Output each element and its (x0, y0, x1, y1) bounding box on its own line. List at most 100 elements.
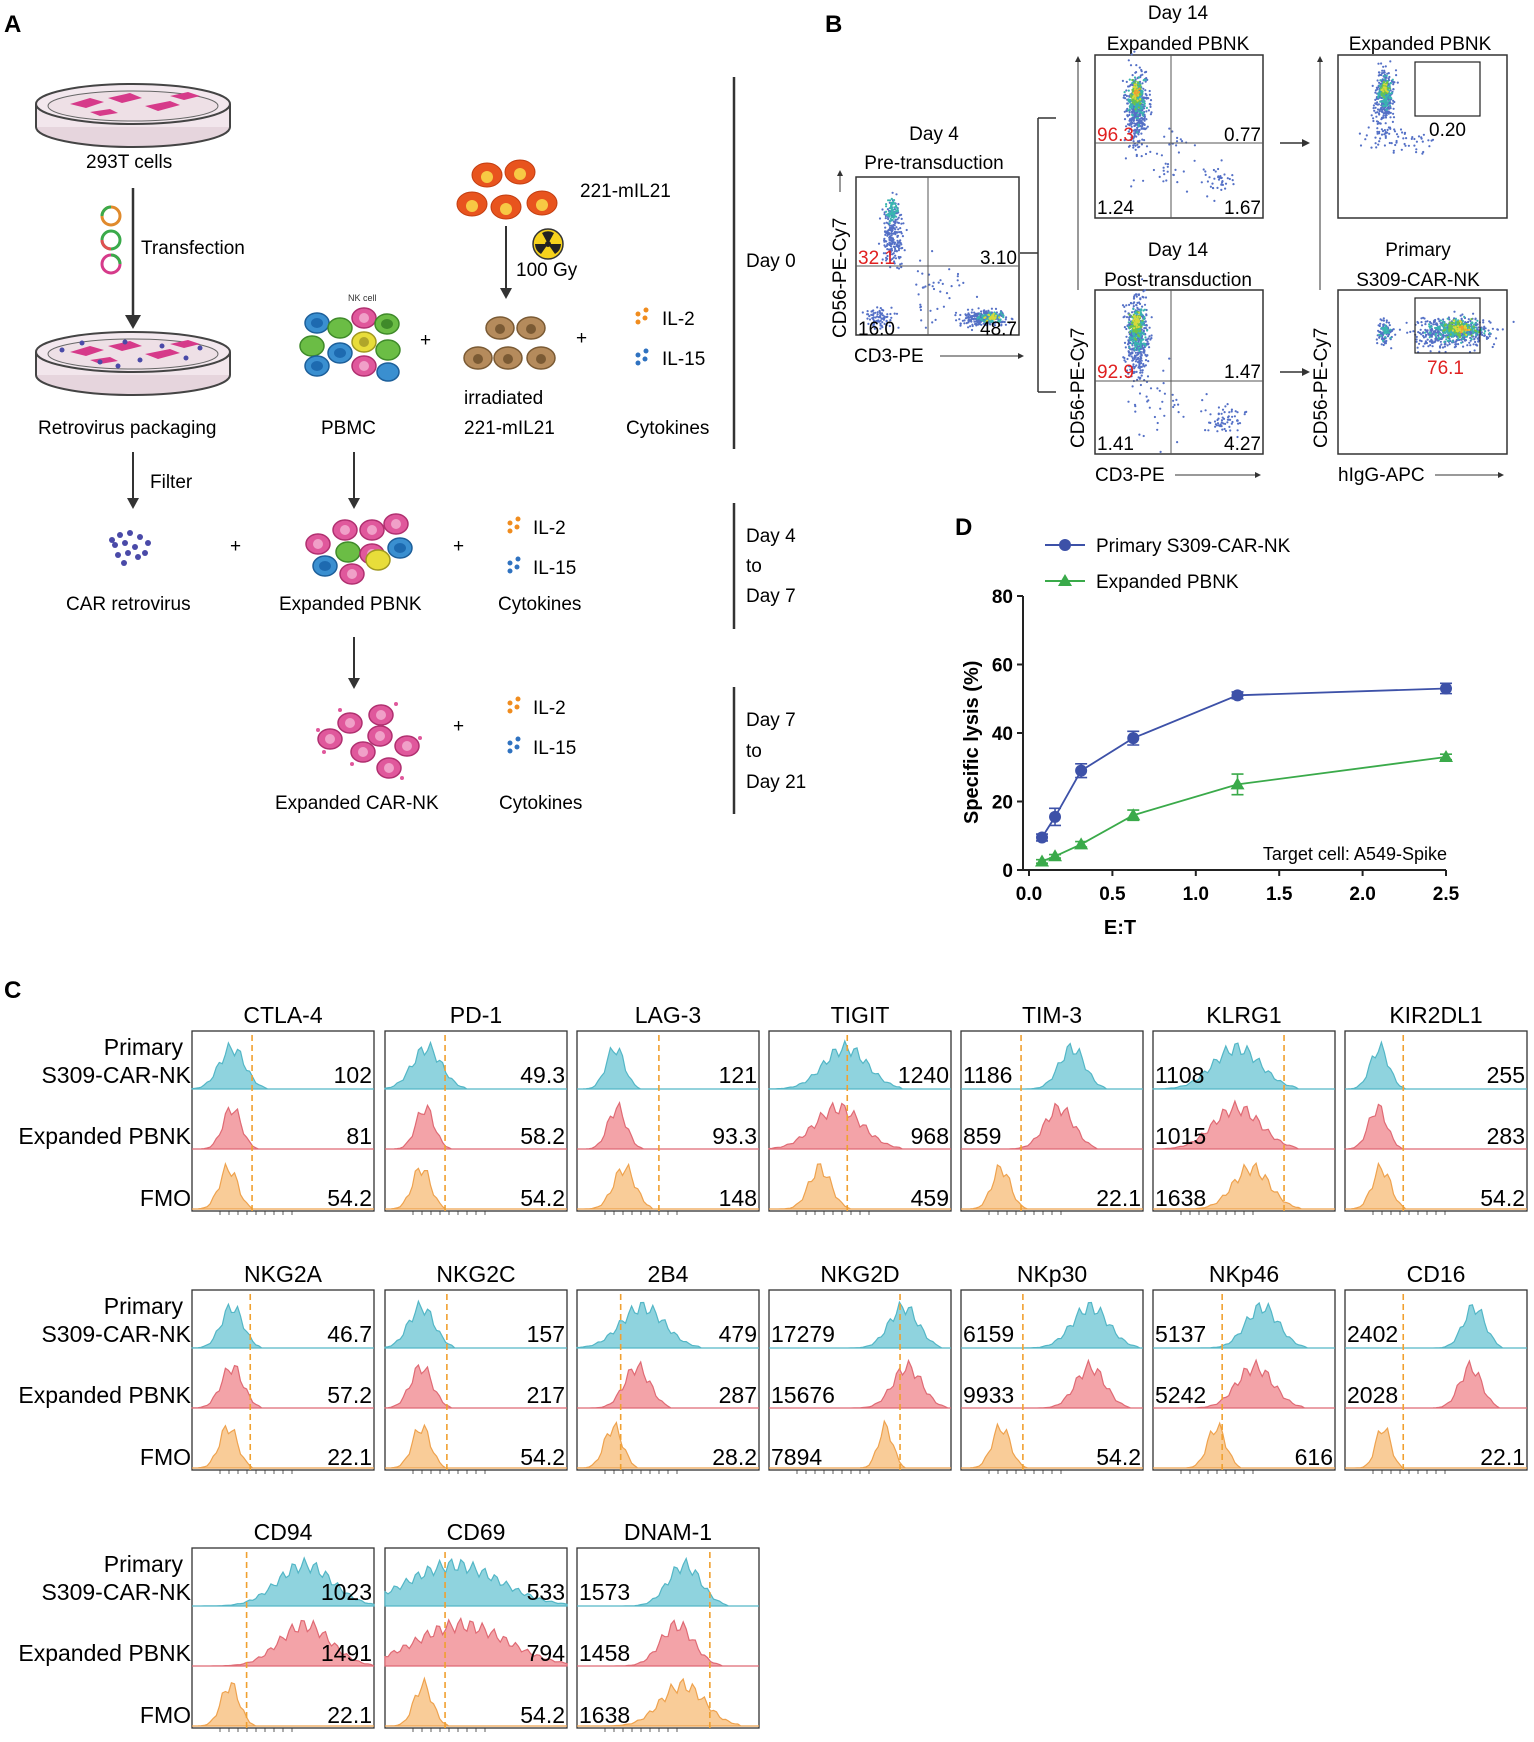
label-il2-1: IL-2 (662, 309, 695, 330)
plasmid-icon (100, 205, 122, 275)
c-label-fmo: FMO (140, 1444, 191, 1470)
label-dose: 100 Gy (516, 260, 578, 281)
b1-q-ll: 16.0 (858, 319, 895, 340)
histogram-title: TIM-3 (1022, 1002, 1082, 1028)
c-label-expanded: Expanded PBNK (18, 1640, 191, 1666)
legend-marker (1059, 539, 1071, 551)
data-point (1075, 764, 1088, 777)
histogram-curve (192, 1556, 375, 1607)
histogram-value-fmo: 459 (911, 1185, 949, 1211)
label-day21: Day 21 (746, 772, 806, 793)
histogram-value-expanded: 217 (527, 1382, 565, 1408)
histogram-value-expanded: 1491 (321, 1640, 372, 1666)
x-tick-label: 1.0 (1183, 884, 1209, 905)
il15-icon-2 (507, 556, 521, 574)
b2-q-lr: 1.67 (1224, 198, 1261, 219)
histogram-value-fmo: 616 (1295, 1444, 1333, 1470)
histogram-title: 2B4 (648, 1261, 689, 1287)
histogram-value-fmo: 28.2 (712, 1444, 757, 1470)
histogram-panel: DNAM-1 1573 1458 1638 (576, 1519, 760, 1732)
label-expanded-pbnk: Expanded PBNK (279, 594, 422, 615)
label-cytokines-3: Cytokines (499, 793, 582, 814)
x-tick-label: 0.5 (1099, 884, 1126, 905)
y-tick-label: 60 (992, 656, 1013, 677)
il2-icon-2 (507, 516, 521, 534)
b5-ylabel: CD56-PE-Cy7 (1311, 328, 1332, 448)
histogram-panel: KLRG1 1108 1015 1638 (1152, 1002, 1336, 1215)
data-point (1048, 849, 1063, 862)
x-tick-label: 1.5 (1266, 884, 1293, 905)
histogram-value-primary: 5137 (1155, 1321, 1206, 1347)
histogram-title: CD69 (447, 1519, 506, 1545)
b3-q-lr: 4.27 (1224, 434, 1261, 455)
series-1 (1035, 749, 1453, 867)
b4-gate-value: 0.20 (1429, 120, 1466, 141)
label-pbmc: PBMC (321, 418, 376, 439)
y-tick-label: 20 (992, 793, 1013, 814)
histogram-value-fmo: 54.2 (520, 1702, 565, 1728)
histogram-value-fmo: 7894 (771, 1444, 822, 1470)
b4-plot-frame (1337, 54, 1508, 219)
histogram-value-expanded: 81 (346, 1123, 372, 1149)
histogram-title: CTLA-4 (243, 1002, 322, 1028)
data-point (1049, 810, 1062, 823)
b4-title: Expanded PBNK (1349, 34, 1492, 55)
label-cytokines-2: Cytokines (498, 594, 581, 615)
b3-q-ul: 92.9 (1097, 362, 1134, 383)
histogram-curve (1345, 1161, 1527, 1210)
histogram-title: KLRG1 (1206, 1002, 1281, 1028)
histogram-curve (769, 1163, 951, 1210)
histogram-panel: PD-1 49.3 58.2 54.2 (384, 1002, 568, 1215)
series-0 (1036, 682, 1452, 844)
b1-ylabel: CD56-PE-Cy7 (830, 218, 851, 338)
histogram-panel: TIGIT 1240 968 459 (768, 1002, 952, 1215)
histogram-curve (769, 1419, 951, 1469)
histogram-title: CD16 (1407, 1261, 1466, 1287)
label-to-1: to (746, 556, 762, 577)
b3-q-ur: 1.47 (1224, 362, 1261, 383)
label-il2-3: IL-2 (533, 698, 566, 719)
histogram-frame (768, 1289, 952, 1471)
il15-icon-3 (507, 736, 521, 754)
histogram-value-expanded: 5242 (1155, 1382, 1206, 1408)
histogram-value-expanded: 287 (719, 1382, 757, 1408)
histogram-value-primary: 6159 (963, 1321, 1014, 1347)
histogram-value-expanded: 283 (1487, 1123, 1525, 1149)
label-filter: Filter (150, 472, 193, 493)
b5-title1: Primary (1385, 240, 1451, 261)
histogram-panel: LAG-3 121 93.3 148 (576, 1002, 760, 1215)
b4-dots (1358, 60, 1435, 155)
label-day7a: Day 7 (746, 586, 796, 607)
histogram-panel: NKp46 5137 5242 616 (1152, 1261, 1336, 1474)
histogram-value-expanded: 794 (527, 1640, 566, 1666)
histogram-value-primary: 1108 (1155, 1062, 1204, 1088)
data-point (1126, 808, 1141, 821)
b5-plot-frame (1337, 289, 1508, 455)
d-xlabel: E:T (1104, 917, 1136, 939)
panel-b: Day 4 Pre-transduction 32.1 3.10 16.0 48… (830, 3, 1515, 486)
data-point (1127, 732, 1140, 745)
panel-d: Primary S309-CAR-NK Expanded PBNK 0 20 40 60… (961, 536, 1460, 939)
b2-q-ur: 0.77 (1224, 125, 1261, 146)
label-irradiated-1: irradiated (464, 388, 543, 409)
label-il15-2: IL-15 (533, 558, 576, 579)
histogram-value-primary: 479 (719, 1321, 757, 1347)
irradiated-cells-icon (463, 316, 556, 370)
histogram-frame (960, 1289, 1144, 1471)
panel-a: 293T cells Transfection (35, 77, 806, 814)
b5-dots (1375, 310, 1515, 354)
b1-xlabel: CD3-PE (854, 346, 924, 367)
b2-title1: Day 14 (1148, 3, 1209, 24)
b5-title2: S309-CAR-NK (1356, 270, 1480, 291)
histogram-curve (577, 1162, 759, 1210)
y-tick-label: 0 (1002, 861, 1013, 882)
histogram-value-expanded: 968 (911, 1123, 949, 1149)
histogram-title: LAG-3 (635, 1002, 701, 1028)
expanded-car-nk-icon (316, 702, 422, 780)
histogram-value-expanded: 58.2 (520, 1123, 565, 1149)
b2-plot-frame (1094, 54, 1264, 219)
retrovirus-icon (109, 530, 151, 566)
data-point (1230, 777, 1245, 790)
